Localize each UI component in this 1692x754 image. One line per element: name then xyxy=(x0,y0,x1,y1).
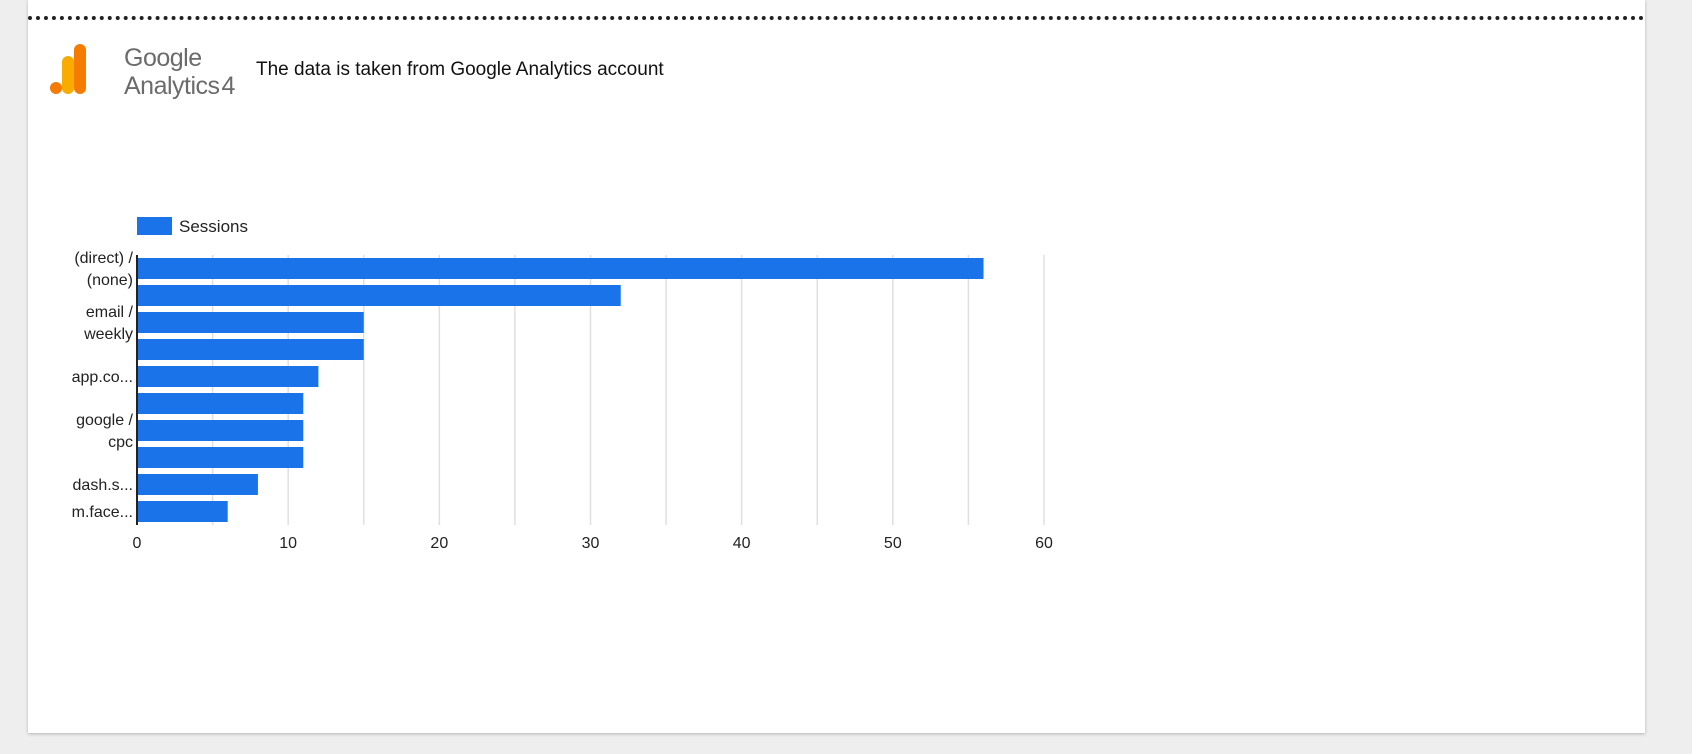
data-source-note: The data is taken from Google Analytics … xyxy=(256,59,664,80)
logo-wordmark: Google Analytics4 xyxy=(124,44,235,100)
category-label: google / xyxy=(76,412,133,429)
bar-sessions-7 xyxy=(137,447,304,468)
bar-sessions-8 xyxy=(137,474,258,495)
dotted-divider xyxy=(28,16,1645,20)
category-label: m.face... xyxy=(72,504,133,521)
category-label: dash.s... xyxy=(73,477,133,494)
bar-sessions-3 xyxy=(137,339,364,360)
category-label: cpc xyxy=(108,434,133,451)
bars xyxy=(137,258,984,522)
legend: Sessions xyxy=(137,217,248,236)
x-tick-label: 60 xyxy=(1035,535,1053,552)
category-label: weekly xyxy=(83,326,133,343)
logo-line-google: Google xyxy=(124,44,202,72)
bar-sessions-0 xyxy=(137,258,984,279)
x-tick-label: 20 xyxy=(430,535,448,552)
bar-sessions-5 xyxy=(137,393,304,414)
logo-line-analytics: Analytics xyxy=(124,72,220,100)
x-tick-label: 0 xyxy=(133,535,142,552)
bar-sessions-2 xyxy=(137,312,364,333)
labels: 0 10 20 30 40 50 60 (direct) / (none) email / week… xyxy=(72,250,1053,552)
x-tick-label: 50 xyxy=(884,535,902,552)
bar-sessions-1 xyxy=(137,285,621,306)
logo-version: 4 xyxy=(221,72,236,100)
legend-swatch xyxy=(137,217,172,235)
bar-sessions-9 xyxy=(137,501,228,522)
x-tick-label: 30 xyxy=(582,535,600,552)
bar-sessions-4 xyxy=(137,366,319,387)
google-analytics-logo: Google Analytics4 xyxy=(48,44,248,104)
analytics-bars-icon xyxy=(50,44,86,94)
category-label: app.co... xyxy=(72,369,133,386)
legend-label: Sessions xyxy=(179,217,248,236)
bar-sessions-6 xyxy=(137,420,304,441)
category-label: email / xyxy=(86,304,134,321)
category-label: (none) xyxy=(87,272,133,289)
x-tick-label: 10 xyxy=(279,535,297,552)
category-label: (direct) / xyxy=(74,250,133,267)
x-tick-label: 40 xyxy=(733,535,751,552)
